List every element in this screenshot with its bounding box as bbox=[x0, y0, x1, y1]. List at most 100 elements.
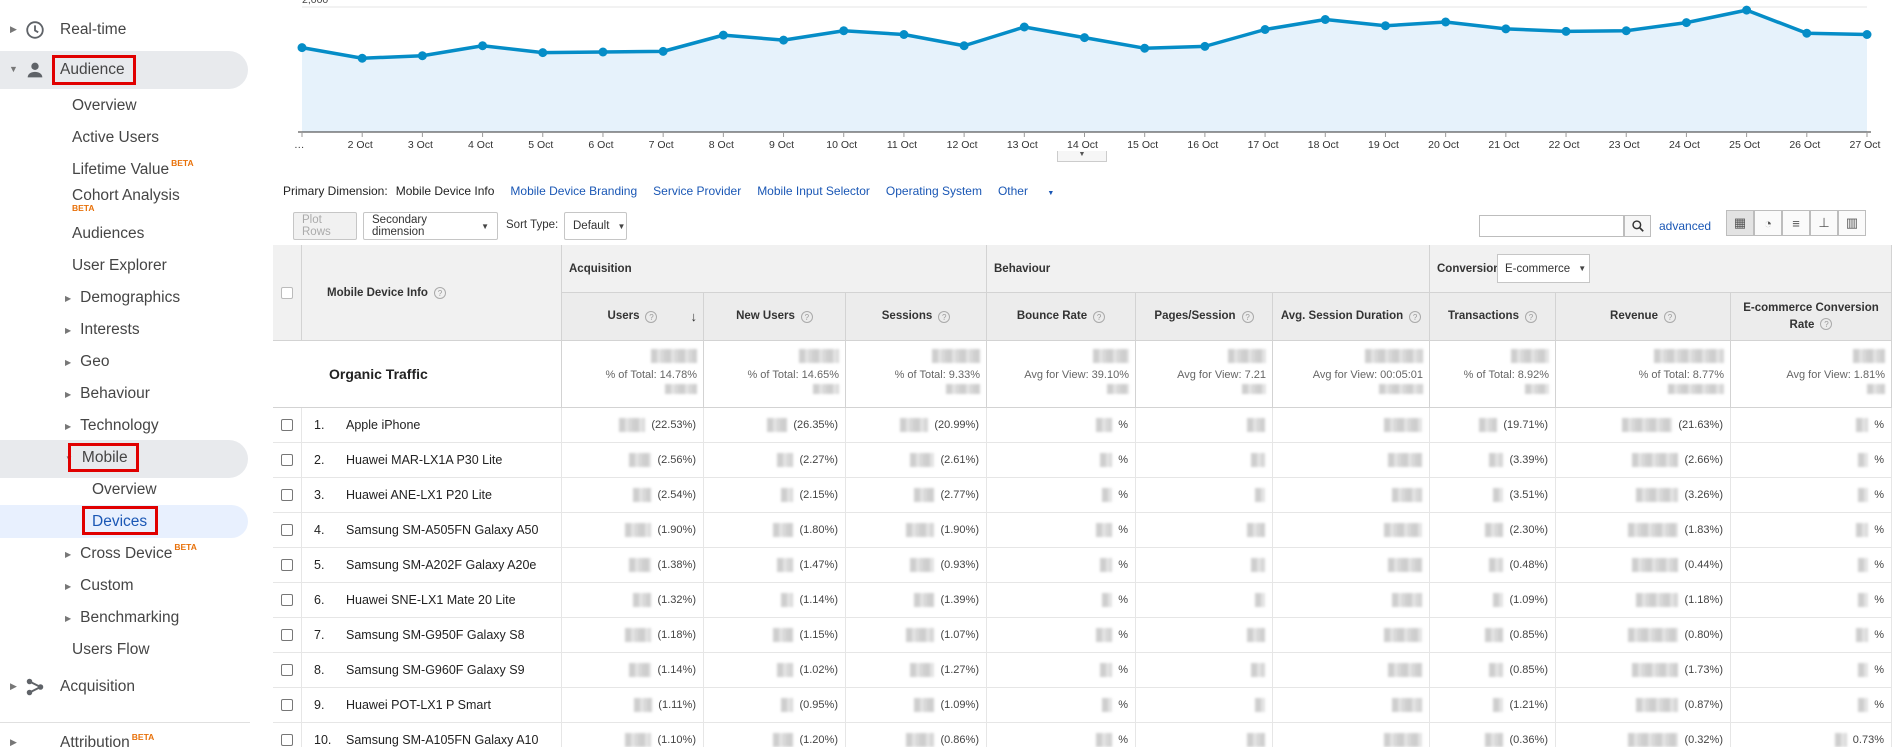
column-header-users[interactable]: Users? ↓ bbox=[562, 293, 704, 341]
sidebar-item-user-explorer[interactable]: User Explorer bbox=[72, 257, 167, 275]
data-point[interactable] bbox=[1200, 41, 1210, 51]
expand-arrow-icon[interactable]: ▶ bbox=[65, 549, 72, 559]
sidebar-item-lifetime-value[interactable]: Lifetime Value BETA bbox=[72, 158, 194, 179]
advanced-filter-link[interactable]: advanced bbox=[1659, 219, 1712, 233]
data-point[interactable] bbox=[1802, 28, 1812, 38]
sidebar-item-audiences[interactable]: Audiences bbox=[72, 225, 144, 243]
data-point[interactable] bbox=[417, 51, 427, 61]
help-icon[interactable]: ? bbox=[645, 310, 658, 323]
sidebar-item-audience[interactable]: ▼ Audience bbox=[0, 60, 250, 80]
sidebar-item-real-time[interactable]: ▶ Real-time bbox=[0, 20, 250, 40]
expand-arrow-icon[interactable]: ▶ bbox=[10, 737, 17, 747]
data-point[interactable] bbox=[598, 47, 608, 57]
sidebar-item-interests[interactable]: ▶ Interests bbox=[65, 321, 140, 339]
data-point[interactable] bbox=[779, 35, 789, 45]
data-point[interactable] bbox=[899, 30, 909, 39]
data-point[interactable] bbox=[1621, 26, 1631, 36]
data-point[interactable] bbox=[297, 43, 307, 53]
device-name-link[interactable]: Samsung SM-A105FN Galaxy A10 bbox=[346, 733, 539, 747]
device-name-link[interactable]: Huawei MAR-LX1A P30 Lite bbox=[346, 453, 503, 467]
data-point[interactable] bbox=[718, 30, 728, 40]
expand-arrow-icon[interactable]: ▶ bbox=[10, 24, 17, 34]
dimension-link-service-provider[interactable]: Service Provider bbox=[653, 184, 742, 198]
dimension-link-mobile-input-selector[interactable]: Mobile Input Selector bbox=[757, 184, 870, 198]
row-checkbox[interactable] bbox=[281, 559, 293, 571]
row-checkbox[interactable] bbox=[281, 489, 293, 501]
sort-type-dropdown[interactable]: Default ▼ bbox=[564, 212, 627, 240]
data-point[interactable] bbox=[1380, 21, 1390, 31]
row-checkbox[interactable] bbox=[281, 419, 293, 431]
column-header-revenue[interactable]: Revenue? bbox=[1556, 293, 1731, 341]
dimension-link-mobile-device-branding[interactable]: Mobile Device Branding bbox=[510, 184, 638, 198]
column-header-bounce-rate[interactable]: Bounce Rate? bbox=[987, 293, 1136, 341]
column-header-pages-session[interactable]: Pages/Session? bbox=[1136, 293, 1273, 341]
row-checkbox[interactable] bbox=[281, 524, 293, 536]
row-checkbox[interactable] bbox=[281, 594, 293, 606]
help-icon[interactable]: ? bbox=[1409, 310, 1422, 323]
column-header-ecommerce-conversion-rate[interactable]: E-commerce Conversion Rate? bbox=[1731, 293, 1892, 341]
sidebar-item-technology[interactable]: ▶ Technology bbox=[65, 417, 159, 435]
comparison-view-button[interactable]: ⊥ bbox=[1810, 210, 1838, 236]
data-point[interactable] bbox=[1019, 22, 1029, 32]
search-button[interactable] bbox=[1624, 215, 1651, 237]
column-header-sessions[interactable]: Sessions? bbox=[846, 293, 987, 341]
data-point[interactable] bbox=[1080, 33, 1089, 43]
sidebar-item-cohort-analysis[interactable]: Cohort Analysis bbox=[72, 187, 180, 205]
column-header-avg-session-duration[interactable]: Avg. Session Duration? bbox=[1273, 293, 1430, 341]
device-name-link[interactable]: Huawei ANE-LX1 P20 Lite bbox=[346, 488, 492, 502]
device-name-link[interactable]: Samsung SM-G950F Galaxy S8 bbox=[346, 628, 525, 642]
device-name-link[interactable]: Huawei SNE-LX1 Mate 20 Lite bbox=[346, 593, 516, 607]
collapse-arrow-icon[interactable]: ▼ bbox=[9, 64, 18, 74]
expand-arrow-icon[interactable]: ▶ bbox=[65, 325, 72, 335]
expand-arrow-icon[interactable]: ▶ bbox=[65, 357, 72, 367]
data-point[interactable] bbox=[1260, 25, 1270, 34]
sidebar-item-cross-device[interactable]: ▶ Cross Device BETA bbox=[65, 542, 197, 563]
data-point[interactable] bbox=[1140, 43, 1150, 53]
data-point[interactable] bbox=[839, 26, 849, 36]
chart-resize-handle[interactable]: ▼ bbox=[1057, 151, 1107, 162]
row-checkbox[interactable] bbox=[281, 734, 293, 746]
sidebar-item-geo[interactable]: ▶ Geo bbox=[65, 353, 109, 371]
data-point[interactable] bbox=[1681, 18, 1691, 28]
help-icon[interactable]: ? bbox=[1241, 310, 1254, 323]
help-icon[interactable]: ? bbox=[1093, 310, 1106, 323]
sidebar-item-acquisition[interactable]: ▶ Acquisition bbox=[0, 677, 250, 697]
data-point[interactable] bbox=[1320, 15, 1330, 24]
plot-rows-button[interactable]: Plot Rows bbox=[293, 212, 357, 240]
sidebar-item-overview[interactable]: Overview bbox=[72, 97, 137, 115]
data-point[interactable] bbox=[1862, 30, 1872, 39]
device-name-link[interactable]: Samsung SM-G960F Galaxy S9 bbox=[346, 663, 525, 677]
data-point[interactable] bbox=[478, 41, 488, 51]
dimension-link-other[interactable]: Other ▼ bbox=[998, 184, 1070, 198]
data-point[interactable] bbox=[538, 48, 548, 58]
expand-arrow-icon[interactable]: ▶ bbox=[65, 421, 72, 431]
data-point[interactable] bbox=[959, 41, 969, 51]
expand-arrow-icon[interactable]: ▶ bbox=[65, 581, 72, 591]
data-point[interactable] bbox=[1501, 24, 1511, 34]
performance-view-button[interactable]: ≡ bbox=[1782, 210, 1810, 236]
data-point[interactable] bbox=[658, 46, 668, 56]
sidebar-item-attribution[interactable]: ▶ Attribution BETA bbox=[0, 732, 250, 747]
help-icon[interactable]: ? bbox=[800, 310, 813, 323]
help-icon[interactable]: ? bbox=[1820, 318, 1833, 331]
help-icon[interactable]: ? bbox=[1524, 310, 1537, 323]
column-header-new-users[interactable]: New Users? bbox=[704, 293, 846, 341]
table-search-input[interactable] bbox=[1479, 215, 1624, 237]
dimension-header[interactable]: Mobile Device Info? bbox=[302, 245, 562, 341]
sidebar-item-behaviour[interactable]: ▶ Behaviour bbox=[65, 385, 150, 403]
sidebar-item-demographics[interactable]: ▶ Demographics bbox=[65, 289, 180, 307]
help-icon[interactable]: ? bbox=[1663, 310, 1676, 323]
sort-descending-icon[interactable]: ↓ bbox=[690, 309, 698, 324]
row-checkbox[interactable] bbox=[281, 454, 293, 466]
secondary-dimension-dropdown[interactable]: Secondary dimension ▼ bbox=[363, 212, 498, 240]
data-point[interactable] bbox=[1561, 26, 1571, 36]
dimension-link-operating-system[interactable]: Operating System bbox=[885, 184, 982, 198]
sidebar-item-custom[interactable]: ▶ Custom bbox=[65, 577, 134, 595]
sidebar-item-mobile-overview[interactable]: Overview bbox=[92, 481, 157, 499]
pie-view-button[interactable]: ◔ bbox=[1754, 210, 1782, 236]
sidebar-item-users-flow[interactable]: Users Flow bbox=[72, 641, 150, 659]
expand-arrow-icon[interactable]: ▶ bbox=[65, 613, 72, 623]
expand-arrow-icon[interactable]: ▶ bbox=[65, 293, 72, 303]
row-checkbox[interactable] bbox=[281, 664, 293, 676]
device-name-link[interactable]: Apple iPhone bbox=[346, 418, 421, 432]
